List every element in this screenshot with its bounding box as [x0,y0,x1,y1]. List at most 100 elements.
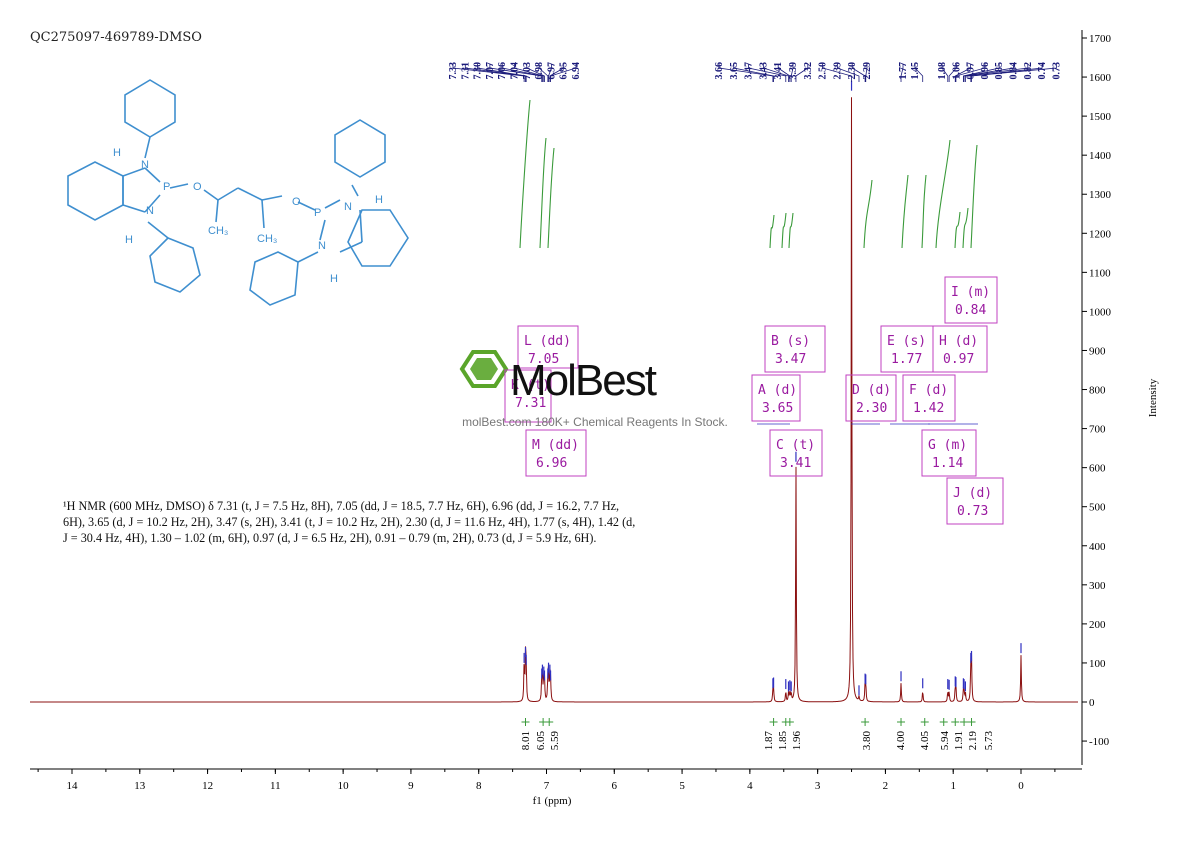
multiplet-label: M (dd) [532,438,579,453]
peak-shift-label: 0.73 [1051,62,1062,80]
integral-value: 2.19 [967,731,979,751]
x-tick-label: 2 [883,780,889,792]
integral-curve [788,212,794,249]
integral-curve [519,99,531,249]
peak-shift-label: 6.94 [571,62,582,80]
nmr-description: ¹H NMR (600 MHz, DMSO) δ 7.31 (t, J = 7.… [63,499,636,545]
integral-value: 4.05 [919,731,931,751]
peak-shift-label: 2.39 [832,62,843,80]
integral-curve [547,147,555,249]
integral-value: 6.05 [535,731,547,751]
multiplet-box [764,325,826,373]
peak-leader-line [914,64,924,82]
y-tick-label: 1300 [1089,189,1112,201]
peak-leader-line [514,64,545,82]
atom-label: N [141,159,149,171]
multiplet-shift: 0.84 [955,303,986,318]
integral-curve [901,174,909,249]
multiplet-shift: 1.14 [932,456,963,471]
atom-label: H [113,147,121,159]
multiplet-shift: 7.05 [528,352,559,367]
peak-shift-label: 2.30 [847,62,858,80]
y-tick-label: 800 [1089,385,1106,397]
spectrum-trace [30,97,1078,703]
atom-label: H [330,273,338,285]
peak-leader-line [538,64,549,82]
atom-label: N [344,201,352,213]
integral-value: 1.91 [953,731,965,750]
multiplet-box [932,325,988,373]
integral-curve [539,137,547,249]
multiplet-shift: 1.77 [891,352,922,367]
molbest-logo [459,350,509,388]
x-tick-label: 0 [1018,780,1024,792]
integral-value: 3.80 [861,731,873,751]
integral-curve [863,179,873,249]
integral-curve [935,139,951,249]
peak-leader-line [795,64,809,82]
peak-shift-label: 7.04 [510,62,521,80]
peak-leader-line [963,64,1014,82]
x-tick-label: 3 [815,780,821,792]
peak-leader-line [452,64,525,82]
peak-shift-label: 7.30 [473,62,484,80]
y-tick-label: 900 [1089,345,1106,357]
peak-shift-label: 3.32 [803,62,814,80]
y-tick-label: 1000 [1089,306,1112,318]
molecule-structure [67,79,409,306]
peak-leader-line [900,64,904,82]
multiplet-shift: 3.41 [780,456,811,471]
y-tick-label: 1600 [1089,72,1112,84]
integral-value: 5.59 [549,731,561,751]
multiplet-label: E (s) [887,334,926,349]
peak-shift-label: 7.06 [497,62,508,80]
multiplet-shift: 0.73 [957,504,988,519]
integral-value: 8.01 [520,731,532,750]
multiplet-box [751,374,801,422]
peak-leader-line [526,64,545,82]
multiplet-label: G (m) [928,438,967,453]
x-tick-label: 9 [408,780,414,792]
peak-shift-label: 3.65 [729,62,740,80]
peak-leader-line [948,64,957,82]
peak-leader-line [970,64,1043,82]
y-tick-label: 500 [1089,502,1106,514]
integral-curve [781,212,787,249]
y-tick-label: 1700 [1089,33,1112,45]
peak-shift-label: 2.50 [818,62,829,80]
y-tick-label: 1100 [1089,267,1111,279]
y-tick-label: 1400 [1089,150,1112,162]
peak-shift-label: 3.39 [788,62,799,80]
peak-shift-label: 6.97 [546,62,557,80]
atom-label: H [125,234,133,246]
y-tick-label: -100 [1089,736,1110,748]
peak-leader-line [549,64,565,82]
multiplet-label: H (d) [939,334,978,349]
peak-shift-label: 3.43 [758,62,769,80]
x-tick-label: 14 [67,780,79,792]
peak-shift-label: 7.33 [448,62,459,80]
atom-label: N [146,205,154,217]
y-tick-label: 100 [1089,658,1106,670]
multiplet-label: L (dd) [524,334,571,349]
integral-value: 1.87 [763,731,775,751]
peak-shift-label: 7.07 [485,62,496,80]
y-axis-label: Intensity [1147,378,1159,417]
x-tick-label: 8 [476,780,482,792]
peak-leader-line [733,64,774,82]
atom-label: H [375,194,383,206]
x-tick-label: 6 [612,780,618,792]
peak-leader-line [955,64,986,82]
peak-leader-line [748,64,787,82]
x-axis-label: f1 (ppm) [533,795,572,807]
integral-curve [962,207,969,249]
integral-value: 5.94 [939,731,951,751]
multiplet-label: A (d) [758,383,797,398]
integral-value: 4.00 [895,731,907,751]
multiplet-box [944,276,998,324]
peak-shift-label: 1.08 [937,62,948,80]
y-tick-label: 300 [1089,580,1106,592]
watermark-brand: MolBest [510,356,657,405]
y-tick-label: 200 [1089,619,1106,631]
